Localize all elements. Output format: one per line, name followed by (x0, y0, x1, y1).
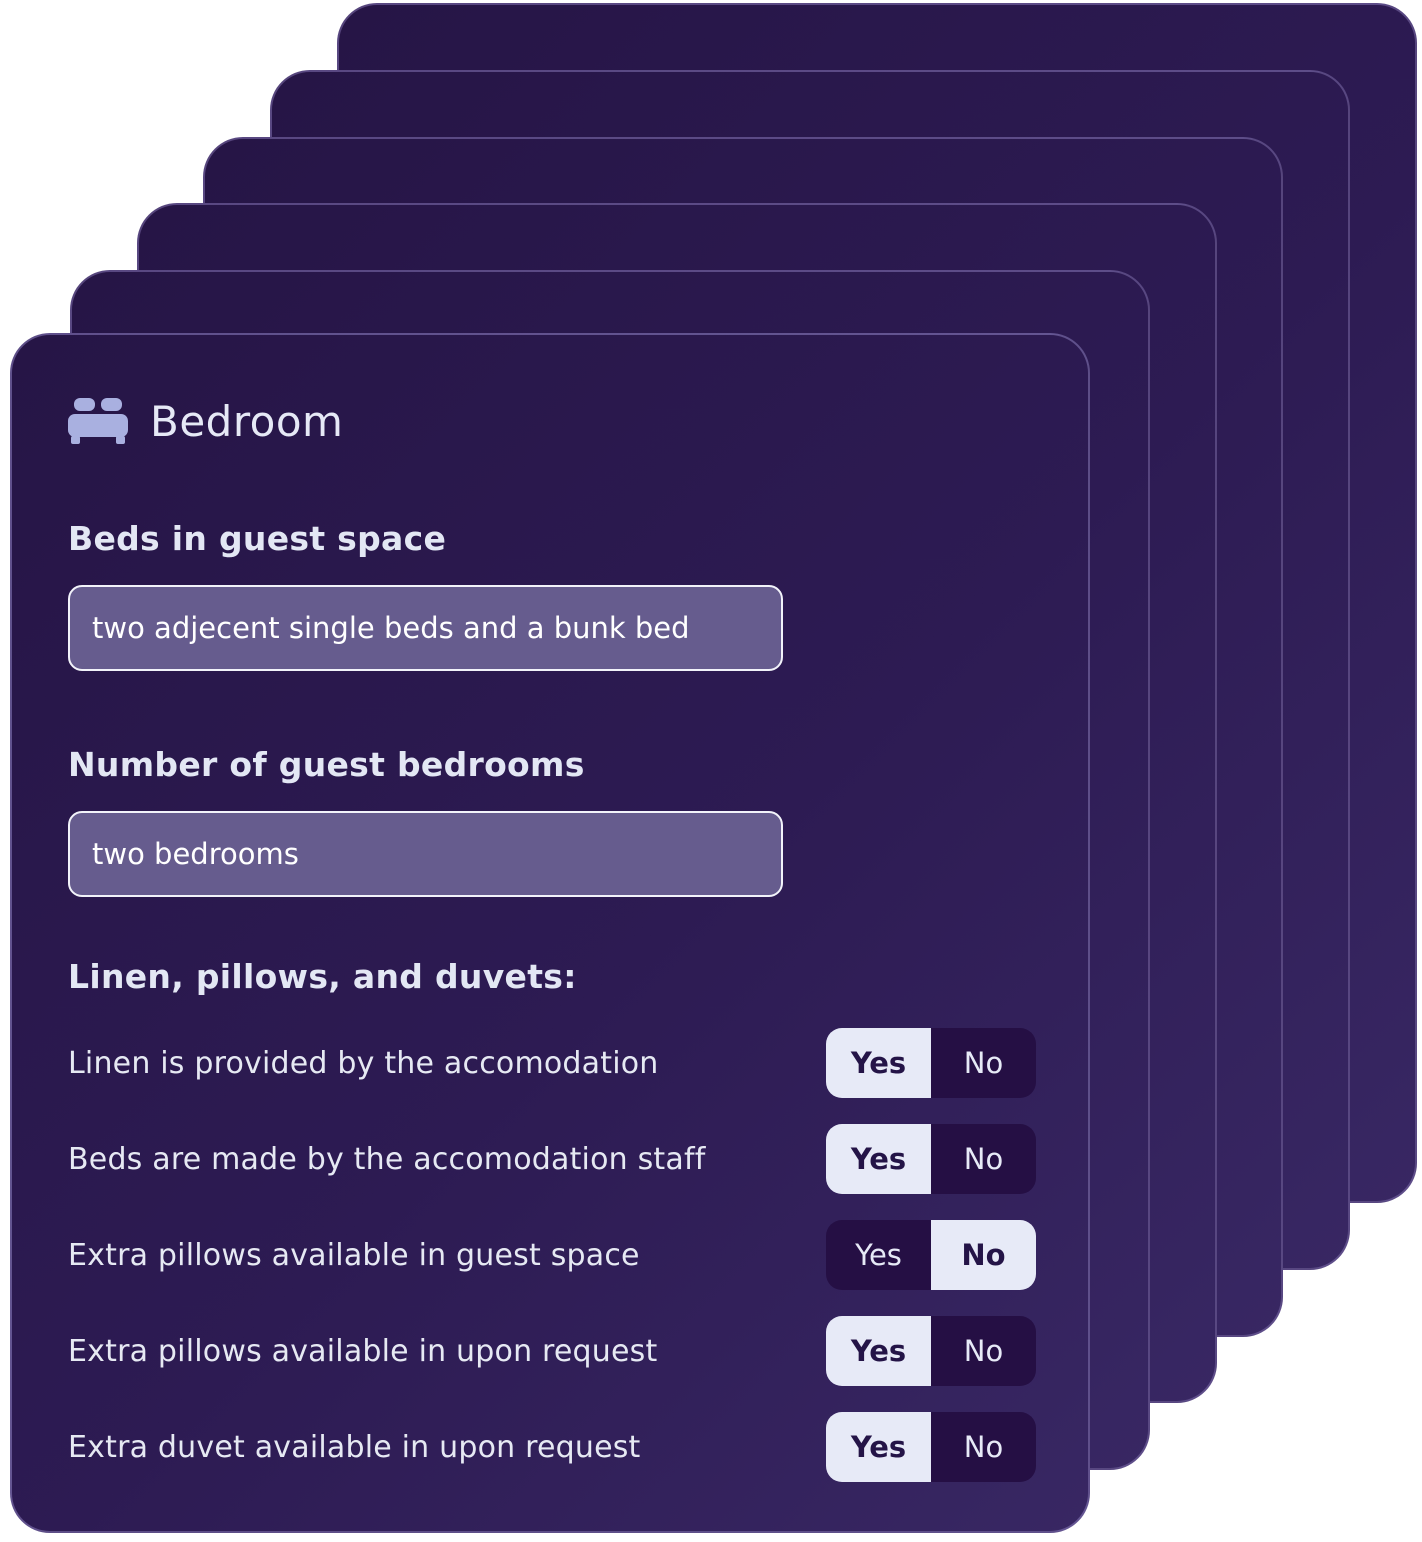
card-title: Bedroom (150, 396, 344, 446)
extra-pillows-request-toggle: Yes No (826, 1316, 1036, 1386)
yes-option[interactable]: Yes (826, 1028, 931, 1098)
no-option[interactable]: No (931, 1028, 1036, 1098)
toggle-row-label: Extra duvet available in upon request (68, 1429, 641, 1465)
toggle-row-linen-provided: Linen is provided by the accomodation Ye… (68, 1028, 1036, 1098)
toggle-rows: Linen is provided by the accomodation Ye… (68, 1028, 1036, 1482)
toggle-row-label: Extra pillows available in upon request (68, 1333, 658, 1369)
bedroom-card: Bedroom Beds in guest space Number of gu… (10, 333, 1090, 1533)
no-option[interactable]: No (931, 1220, 1036, 1290)
extra-pillows-guest-space-toggle: Yes No (826, 1220, 1036, 1290)
no-option[interactable]: No (931, 1316, 1036, 1386)
linen-provided-toggle: Yes No (826, 1028, 1036, 1098)
toggle-row-extra-duvet-request: Extra duvet available in upon request Ye… (68, 1412, 1036, 1482)
linen-section-heading: Linen, pillows, and duvets: (68, 957, 577, 996)
number-of-guest-bedrooms-input[interactable] (68, 811, 783, 897)
toggle-row-extra-pillows-guest-space: Extra pillows available in guest space Y… (68, 1220, 1036, 1290)
no-option[interactable]: No (931, 1412, 1036, 1482)
extra-duvet-request-toggle: Yes No (826, 1412, 1036, 1482)
yes-option[interactable]: Yes (826, 1220, 931, 1290)
toggle-row-label: Beds are made by the accomodation staff (68, 1141, 706, 1177)
no-option[interactable]: No (931, 1124, 1036, 1194)
beds-made-toggle: Yes No (826, 1124, 1036, 1194)
yes-option[interactable]: Yes (826, 1124, 931, 1194)
toggle-row-extra-pillows-request: Extra pillows available in upon request … (68, 1316, 1036, 1386)
yes-option[interactable]: Yes (826, 1412, 931, 1482)
number-of-guest-bedrooms-label: Number of guest bedrooms (68, 745, 585, 784)
beds-in-guest-space-label: Beds in guest space (68, 519, 447, 558)
card-header: Bedroom (68, 396, 1032, 446)
toggle-row-label: Extra pillows available in guest space (68, 1237, 640, 1273)
beds-in-guest-space-input[interactable] (68, 585, 783, 671)
toggle-row-label: Linen is provided by the accomodation (68, 1045, 659, 1081)
yes-option[interactable]: Yes (826, 1316, 931, 1386)
bed-icon (68, 398, 128, 444)
toggle-row-beds-made: Beds are made by the accomodation staff … (68, 1124, 1036, 1194)
